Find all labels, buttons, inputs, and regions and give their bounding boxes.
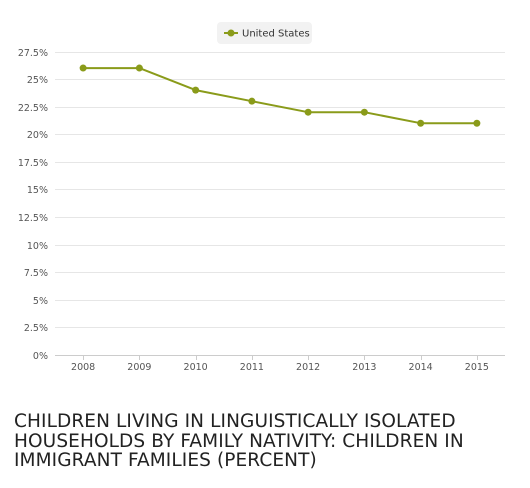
y-tick-label: 5%: [33, 296, 48, 307]
y-tick-label: 20%: [27, 130, 48, 141]
x-tick-label: 2011: [240, 362, 264, 373]
data-point[interactable]: [79, 64, 87, 72]
x-tick-label: 2008: [71, 362, 95, 373]
series-united-states: [79, 64, 481, 127]
data-point[interactable]: [192, 86, 200, 94]
y-tick-label: 27.5%: [18, 48, 48, 59]
x-tick-label: 2013: [352, 362, 376, 373]
legend-dot-marker: [227, 29, 235, 37]
x-tick-label: 2009: [127, 362, 151, 373]
y-tick-label: 22.5%: [18, 103, 48, 114]
legend[interactable]: United States: [217, 22, 312, 44]
y-tick-label: 17.5%: [18, 158, 48, 169]
x-tick-label: 2010: [184, 362, 208, 373]
line-chart: United States 0% 2.5% 5% 7.5% 10% 12.5% 15% 17.…: [18, 22, 505, 373]
y-tick-label: 12.5%: [18, 213, 48, 224]
x-tick-label: 2015: [465, 362, 489, 373]
y-tick-label: 10%: [27, 241, 48, 252]
y-tick-label: 7.5%: [24, 268, 48, 279]
y-tick-label: 25%: [27, 75, 48, 86]
x-tick-label: 2012: [296, 362, 320, 373]
legend-label: United States: [242, 29, 310, 40]
data-point[interactable]: [248, 97, 256, 105]
y-axis: 0% 2.5% 5% 7.5% 10% 12.5% 15% 17.5% 20% 22.5% 25% 2…: [18, 48, 48, 362]
data-point[interactable]: [360, 108, 368, 116]
y-tick-label: 0%: [33, 351, 48, 362]
y-tick-label: 2.5%: [24, 323, 48, 334]
x-tick-label: 2014: [409, 362, 433, 373]
series-line: [83, 67, 477, 125]
y-tick-label: 15%: [27, 185, 48, 196]
chart-title: CHILDREN LIVING IN LINGUISTICALLY ISOLAT…: [14, 411, 464, 471]
data-point[interactable]: [304, 108, 312, 116]
gridlines: [55, 52, 505, 356]
x-axis: 2008 2009 2010 2011 2012 2013 2014 2015: [71, 355, 489, 373]
data-point[interactable]: [473, 119, 481, 127]
data-point[interactable]: [135, 64, 143, 72]
chart-canvas: United States 0% 2.5% 5% 7.5% 10% 12.5% 15% 17.…: [18, 22, 505, 373]
data-point[interactable]: [417, 119, 425, 127]
legend-box: [217, 22, 312, 44]
